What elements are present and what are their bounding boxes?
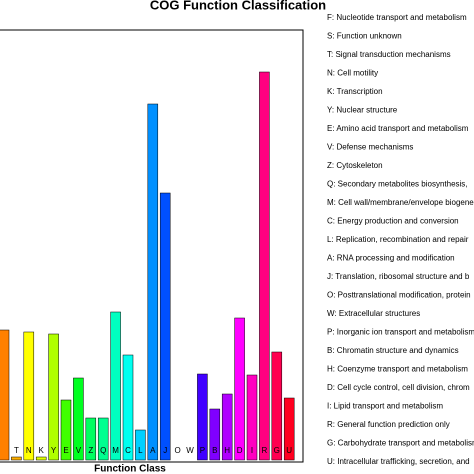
x-tick-label: K bbox=[39, 446, 45, 455]
x-tick-label: N bbox=[26, 446, 32, 455]
bar bbox=[159, 192, 171, 461]
bar bbox=[283, 397, 295, 461]
legend-entry: C: Energy production and conversion bbox=[327, 217, 459, 226]
x-tick-label: L bbox=[138, 446, 143, 455]
x-tick-label: U bbox=[286, 446, 292, 455]
legend-entry: K: Transcription bbox=[327, 87, 383, 96]
legend-entry: A: RNA processing and modification bbox=[327, 254, 455, 263]
x-tick-label: P bbox=[200, 446, 205, 455]
legend-entry: L: Replication, recombination and repair bbox=[327, 235, 469, 244]
legend-entry: H: Coenzyme transport and metabolism bbox=[327, 365, 468, 374]
legend-entry: I: Lipid transport and metabolism bbox=[327, 402, 443, 411]
bar bbox=[209, 408, 221, 461]
bar bbox=[0, 329, 10, 461]
bar bbox=[197, 373, 208, 461]
x-tick-label: M bbox=[112, 446, 119, 455]
legend-entry: G: Carbohydrate transport and metabolism bbox=[327, 439, 474, 448]
x-tick-label: Q bbox=[100, 446, 106, 455]
bar bbox=[147, 103, 159, 461]
x-tick-label: J bbox=[163, 446, 167, 455]
legend-entry: T: Signal transduction mechanisms bbox=[327, 50, 451, 59]
bar bbox=[135, 429, 146, 461]
x-tick-label: W bbox=[186, 446, 194, 455]
x-tick-label: G bbox=[274, 446, 280, 455]
plot-frame bbox=[0, 29, 304, 463]
bar bbox=[259, 71, 270, 461]
x-tick-label: B bbox=[212, 446, 217, 455]
bar bbox=[246, 374, 258, 461]
legend-entry: U: Intracellular trafficking, secretion,… bbox=[327, 457, 470, 466]
x-tick-label: H bbox=[224, 446, 230, 455]
x-tick-label: D bbox=[237, 446, 243, 455]
bar bbox=[73, 377, 84, 461]
x-tick-label: O bbox=[174, 446, 180, 455]
legend-entry: D: Cell cycle control, cell division, ch… bbox=[327, 383, 470, 392]
bar bbox=[221, 393, 233, 461]
bar bbox=[60, 399, 72, 461]
x-tick-label: A bbox=[150, 446, 156, 455]
legend-entry: Z: Cytoskeleton bbox=[327, 161, 383, 170]
bar bbox=[110, 311, 121, 461]
bar bbox=[35, 456, 47, 461]
x-tick-label: T bbox=[14, 446, 19, 455]
x-tick-label: I bbox=[251, 446, 253, 455]
legend-entry: P: Inorganic ion transport and metabolis… bbox=[327, 328, 474, 337]
x-tick-label: V bbox=[76, 446, 82, 455]
legend-entry: R: General function prediction only bbox=[327, 420, 450, 429]
legend-entry: M: Cell wall/membrane/envelope biogene bbox=[327, 198, 474, 207]
bar bbox=[122, 354, 134, 461]
x-tick-label: E bbox=[63, 446, 68, 455]
x-tick-label: Z bbox=[88, 446, 93, 455]
bar bbox=[234, 317, 245, 461]
legend-entry: W: Extracellular structures bbox=[327, 309, 420, 318]
legend-entry: J: Translation, ribosomal structure and … bbox=[327, 272, 470, 281]
chart-title: COG Function Classification bbox=[150, 0, 326, 12]
legend-entry: N: Cell motility bbox=[327, 69, 378, 78]
bar bbox=[23, 331, 35, 461]
bar bbox=[48, 333, 59, 461]
legend-entry: B: Chromatin structure and dynamics bbox=[327, 346, 459, 355]
x-tick-label: Y bbox=[51, 446, 57, 455]
bar bbox=[97, 417, 109, 461]
bar bbox=[11, 456, 22, 461]
legend-entry: Q: Secondary metabolites biosynthesis, bbox=[327, 180, 468, 189]
legend-entry: E: Amino acid transport and metabolism bbox=[327, 124, 469, 133]
legend-entry: O: Posttranslational modification, prote… bbox=[327, 291, 471, 300]
legend-entry: S: Function unknown bbox=[327, 32, 402, 41]
legend-entry: V: Defense mechanisms bbox=[327, 143, 413, 152]
bar bbox=[271, 351, 283, 461]
bar bbox=[85, 417, 97, 461]
x-tick-label: C bbox=[125, 446, 131, 455]
x-tick-label: R bbox=[262, 446, 268, 455]
legend-entry: Y: Nuclear structure bbox=[327, 106, 398, 115]
x-axis-label: Function Class bbox=[94, 464, 166, 474]
legend-entry: F: Nucleotide transport and metabolism bbox=[327, 13, 467, 22]
